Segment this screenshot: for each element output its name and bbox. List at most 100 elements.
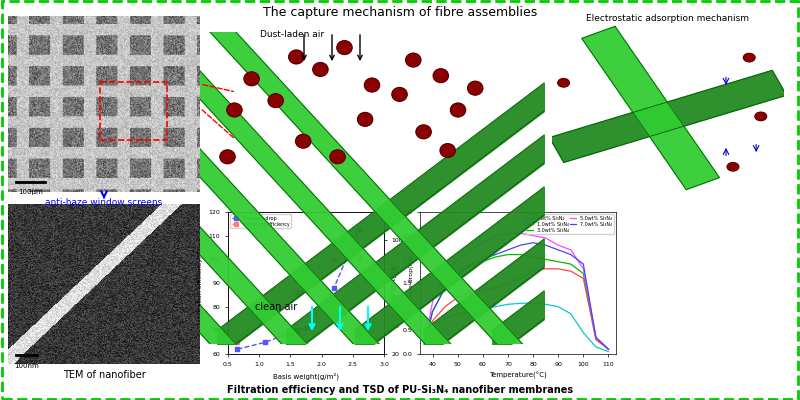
- Pressure drop: [330, 285, 339, 290]
- Pressure drop: [292, 328, 302, 333]
- 3.0wt% Si₃N₄: [604, 347, 614, 352]
- Circle shape: [365, 78, 379, 92]
- Pressure drop: [301, 326, 310, 330]
- Circle shape: [416, 125, 431, 139]
- 0wt% Si₃N₄: [420, 340, 430, 344]
- 7.0wt% Si₃N₄: [591, 335, 601, 340]
- 7.0wt% Si₃N₄: [503, 248, 513, 252]
- 7.0wt% Si₃N₄: [428, 309, 438, 314]
- Text: 100μm: 100μm: [18, 189, 43, 195]
- 5.0wt% Si₃N₄: [490, 233, 500, 238]
- 5.0wt% Si₃N₄: [566, 248, 575, 252]
- 5.0wt% Si₃N₄: [466, 248, 475, 252]
- 1.0wt% Si₃N₄: [591, 338, 601, 342]
- 0wt% Si₃N₄: [554, 304, 563, 309]
- Circle shape: [227, 103, 242, 117]
- Circle shape: [727, 163, 738, 171]
- 1.0wt% Si₃N₄: [453, 295, 462, 300]
- 0wt% Si₃N₄: [453, 311, 462, 316]
- 5.0wt% Si₃N₄: [604, 347, 614, 352]
- Filtration efficiency: [330, 257, 339, 262]
- 3.0wt% Si₃N₄: [503, 252, 513, 257]
- 0wt% Si₃N₄: [490, 304, 500, 309]
- 3.0wt% Si₃N₄: [478, 259, 488, 264]
- Legend: 0wt% Si₃N₄, 1.0wt% Si₃N₄, 3.0wt% Si₃N₄, 5.0wt% Si₃N₄, 7.0wt% Si₃N₄: 0wt% Si₃N₄, 1.0wt% Si₃N₄, 3.0wt% Si₃N₄, …: [526, 214, 614, 234]
- 0wt% Si₃N₄: [604, 349, 614, 354]
- Pressure drop: [261, 340, 270, 344]
- Filtration efficiency: [354, 254, 364, 259]
- 1.0wt% Si₃N₄: [604, 347, 614, 352]
- 5.0wt% Si₃N₄: [420, 340, 430, 344]
- Line: 5.0wt% Si₃N₄: 5.0wt% Si₃N₄: [425, 233, 609, 349]
- Circle shape: [392, 88, 407, 101]
- Circle shape: [289, 50, 304, 64]
- 1.0wt% Si₃N₄: [490, 285, 500, 290]
- 0wt% Si₃N₄: [566, 311, 575, 316]
- 1.0wt% Si₃N₄: [428, 318, 438, 323]
- Circle shape: [450, 103, 466, 117]
- X-axis label: Basis weight(g/m²): Basis weight(g/m²): [273, 372, 339, 380]
- Y-axis label: Current(pA): Current(pA): [390, 262, 397, 304]
- Pressure drop: [354, 226, 364, 231]
- 1.0wt% Si₃N₄: [503, 281, 513, 286]
- 1.0wt% Si₃N₄: [478, 288, 488, 292]
- Text: Dust-laden air: Dust-laden air: [260, 30, 324, 39]
- Text: 100nm: 100nm: [14, 362, 39, 368]
- Circle shape: [406, 53, 421, 67]
- 5.0wt% Si₃N₄: [554, 243, 563, 248]
- 5.0wt% Si₃N₄: [591, 335, 601, 340]
- 0wt% Si₃N₄: [478, 307, 488, 312]
- 0wt% Si₃N₄: [440, 316, 450, 321]
- Line: 0wt% Si₃N₄: 0wt% Si₃N₄: [425, 303, 609, 352]
- Pressure drop: [233, 347, 242, 352]
- Text: Filtration efficiency and TSD of PU-Si₃N₄ nanofiber membranes: Filtration efficiency and TSD of PU-Si₃N…: [227, 385, 573, 395]
- Text: anti-haze window screens: anti-haze window screens: [46, 198, 162, 207]
- 3.0wt% Si₃N₄: [490, 254, 500, 259]
- 7.0wt% Si₃N₄: [466, 262, 475, 266]
- 1.0wt% Si₃N₄: [541, 266, 550, 271]
- Text: TEM of nanofiber: TEM of nanofiber: [62, 370, 146, 380]
- Y-axis label: Filtration efficiency(%): Filtration efficiency(%): [198, 248, 203, 318]
- 1.0wt% Si₃N₄: [466, 290, 475, 295]
- 7.0wt% Si₃N₄: [554, 248, 563, 252]
- 3.0wt% Si₃N₄: [516, 252, 526, 257]
- Line: 1.0wt% Si₃N₄: 1.0wt% Si₃N₄: [425, 269, 609, 349]
- Circle shape: [358, 112, 373, 126]
- Circle shape: [296, 134, 310, 148]
- X-axis label: Temperature(°C): Temperature(°C): [489, 372, 547, 380]
- Circle shape: [434, 69, 448, 82]
- 5.0wt% Si₃N₄: [578, 266, 588, 271]
- Text: clean air: clean air: [255, 302, 297, 312]
- Filtration efficiency: [292, 290, 302, 295]
- 5.0wt% Si₃N₄: [541, 236, 550, 240]
- 1.0wt% Si₃N₄: [528, 269, 538, 274]
- 1.0wt% Si₃N₄: [420, 340, 430, 344]
- 1.0wt% Si₃N₄: [440, 304, 450, 309]
- 3.0wt% Si₃N₄: [566, 262, 575, 266]
- Circle shape: [440, 144, 455, 158]
- 1.0wt% Si₃N₄: [566, 269, 575, 274]
- Line: Pressure drop: Pressure drop: [236, 227, 361, 351]
- Filtration efficiency: [233, 340, 242, 344]
- 5.0wt% Si₃N₄: [428, 300, 438, 304]
- Line: 7.0wt% Si₃N₄: 7.0wt% Si₃N₄: [425, 243, 609, 349]
- Circle shape: [755, 112, 766, 120]
- 7.0wt% Si₃N₄: [478, 257, 488, 262]
- 1.0wt% Si₃N₄: [578, 276, 588, 281]
- 0wt% Si₃N₄: [503, 302, 513, 307]
- 7.0wt% Si₃N₄: [490, 252, 500, 257]
- Y-axis label: Pressure drop(Pa): Pressure drop(Pa): [409, 256, 414, 310]
- Circle shape: [313, 62, 328, 76]
- Polygon shape: [550, 70, 786, 162]
- Circle shape: [330, 150, 345, 164]
- 7.0wt% Si₃N₄: [516, 243, 526, 248]
- Circle shape: [743, 54, 755, 62]
- 7.0wt% Si₃N₄: [578, 262, 588, 266]
- 1.0wt% Si₃N₄: [554, 266, 563, 271]
- 3.0wt% Si₃N₄: [440, 285, 450, 290]
- 3.0wt% Si₃N₄: [466, 264, 475, 269]
- 5.0wt% Si₃N₄: [453, 257, 462, 262]
- Filtration efficiency: [301, 288, 310, 292]
- Circle shape: [268, 94, 283, 108]
- 5.0wt% Si₃N₄: [528, 233, 538, 238]
